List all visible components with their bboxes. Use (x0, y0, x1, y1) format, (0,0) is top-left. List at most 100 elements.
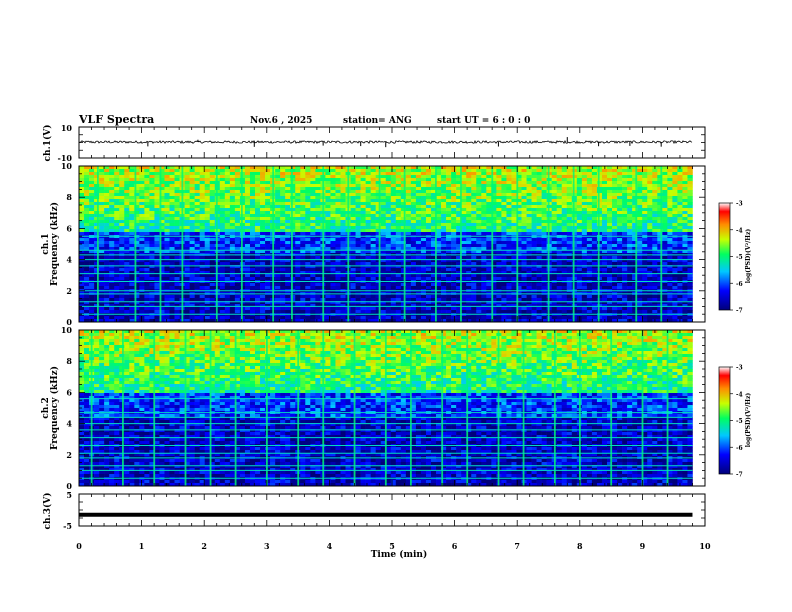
spec-cell (285, 271, 291, 275)
spec-cell (144, 196, 150, 200)
spec-cell (682, 238, 688, 242)
spec-cell (129, 238, 135, 242)
spec-cell (607, 256, 613, 260)
spec-cell (521, 172, 527, 176)
spec-cell (612, 277, 618, 281)
spec-cell (380, 211, 387, 215)
spec-cell (194, 196, 200, 200)
spec-cell (415, 256, 422, 260)
spec-cell (456, 277, 462, 281)
spec-cell (662, 202, 668, 206)
spec-cell (612, 205, 618, 209)
spec-cell (521, 208, 527, 212)
spec-cell (174, 181, 180, 185)
spec-cell (99, 226, 105, 230)
spec-cell (249, 184, 256, 188)
spec-cell (184, 205, 190, 209)
spec-cell (612, 181, 618, 185)
spec-cell (491, 265, 497, 269)
spec-cell (129, 202, 135, 206)
spec-cell (586, 265, 593, 269)
spec-cell (114, 271, 120, 275)
spec-cell (99, 217, 105, 221)
spec-cell (194, 232, 200, 236)
spec-cell (119, 199, 125, 203)
spec-cell (249, 247, 256, 251)
spec-cell (134, 196, 140, 200)
spec-cell (129, 199, 135, 203)
spec-cell (581, 178, 588, 182)
spec-cell (400, 268, 407, 272)
spec-cell (310, 271, 316, 275)
spec-cell (229, 178, 236, 182)
spec-cell (672, 175, 678, 179)
spec-cell (486, 220, 492, 224)
spec-cell (456, 172, 462, 176)
spec-cell (617, 175, 623, 179)
spec-cell (204, 268, 211, 272)
spec-cell (672, 184, 678, 188)
spec-cell (446, 262, 452, 266)
spec-cell (476, 244, 482, 248)
spec-cell (642, 184, 648, 188)
spec-cell (335, 187, 341, 191)
spec-cell (456, 238, 462, 242)
spec-cell (149, 187, 155, 191)
spec-cell (506, 169, 512, 173)
spec-cell (627, 262, 633, 266)
spec-cell (174, 262, 180, 266)
spec-cell (305, 241, 311, 245)
spec-cell (114, 175, 120, 179)
spec-cell (451, 268, 457, 272)
spec-cell (194, 226, 200, 230)
spec-cell (607, 259, 613, 263)
spec-cell (365, 238, 371, 242)
spec-cell (104, 169, 110, 173)
spec-cell (84, 232, 90, 236)
spec-cell (612, 283, 618, 287)
spec-cell (390, 193, 397, 197)
spec-cell (516, 199, 522, 203)
spec-cell (109, 247, 115, 251)
spec-cell (229, 232, 236, 236)
spec-cell (280, 172, 286, 176)
spec-cell (667, 214, 673, 218)
spec-cell (385, 172, 392, 176)
spec-cell (647, 190, 653, 194)
spec-cell (365, 274, 371, 278)
spec-cell (647, 238, 653, 242)
spec-cell (672, 187, 678, 191)
spec-cell (99, 259, 105, 263)
spec-cell (556, 193, 563, 197)
spec-cell (405, 232, 412, 236)
spec-cell (295, 166, 301, 170)
spec-cell (375, 220, 382, 224)
spec-cell (234, 241, 241, 245)
spec-cell (99, 241, 105, 245)
spec-cell (446, 277, 452, 281)
spec-cell (290, 274, 296, 278)
spec-cell (400, 223, 407, 227)
spec-cell (526, 238, 532, 242)
spec-cell (456, 193, 462, 197)
spec-cell (300, 226, 306, 230)
spec-cell (420, 202, 427, 206)
spec-cell (400, 181, 407, 185)
spec-cell (466, 172, 472, 176)
spec-cell (234, 223, 241, 227)
spec-cell (637, 226, 643, 230)
spec-cell (431, 229, 437, 233)
spec-cell (119, 271, 125, 275)
spec-cell (255, 232, 261, 236)
spec-cell (129, 265, 135, 269)
spec-cell (632, 259, 638, 263)
spec-cell (496, 241, 502, 245)
spec-cell (531, 166, 537, 170)
spec-cell (672, 232, 678, 236)
spec-cell (219, 238, 226, 242)
spec-cell (536, 220, 542, 224)
spec-cell (501, 256, 507, 260)
spec-cell (144, 220, 150, 224)
spec-cell (255, 262, 261, 266)
spec-cell (436, 178, 442, 182)
